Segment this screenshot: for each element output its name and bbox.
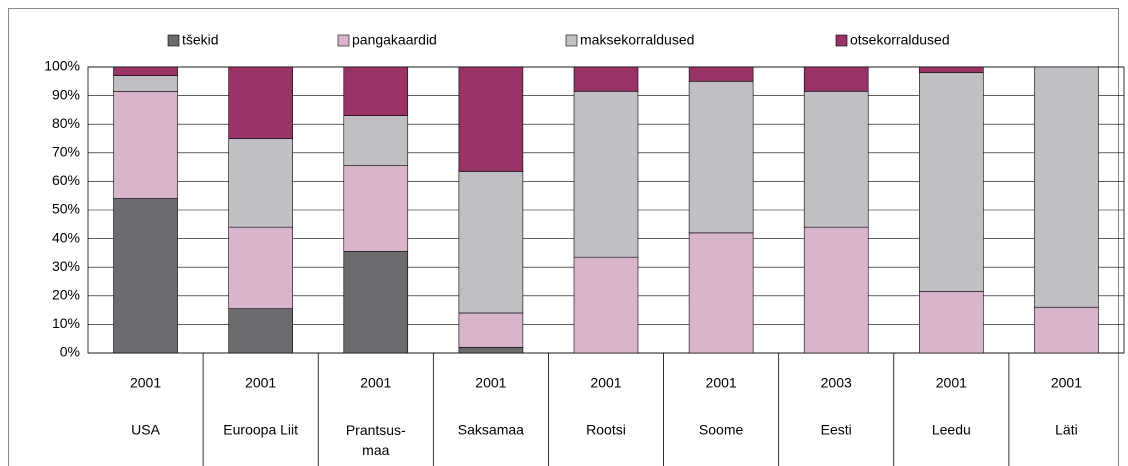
- y-tick-label: 30%: [52, 258, 80, 274]
- y-tick-label: 70%: [52, 144, 80, 160]
- y-tick-label: 10%: [52, 315, 80, 331]
- bar-segment: [113, 91, 178, 199]
- x-year-label: 2001: [130, 375, 161, 391]
- bar-segment: [919, 66, 984, 74]
- bar-segment: [113, 75, 178, 92]
- bar-segment: [343, 66, 409, 116]
- y-tick-label: 60%: [52, 172, 80, 188]
- bar-segment: [803, 226, 869, 354]
- legend-label: otsekorraldused: [850, 32, 950, 48]
- x-year-label: 2001: [245, 375, 276, 391]
- chart-frame: [8, 8, 1119, 466]
- bar-segment: [343, 251, 409, 354]
- bar-segment: [688, 81, 754, 234]
- legend-swatch: [167, 34, 180, 47]
- bar-segment: [113, 198, 178, 354]
- bar-segment: [688, 66, 754, 82]
- legend-swatch: [835, 34, 848, 47]
- legend-swatch: [337, 34, 350, 47]
- x-year-label: 2001: [475, 375, 506, 391]
- legend-label: maksekorraldused: [580, 32, 694, 48]
- x-tick-label: Läti: [1055, 422, 1078, 438]
- bar-segment: [228, 308, 293, 354]
- x-year-label: 2001: [1051, 375, 1082, 391]
- x-year-label: 2001: [936, 375, 967, 391]
- y-tick-label: 0%: [60, 344, 80, 360]
- y-tick-label: 20%: [52, 287, 80, 303]
- y-tick-label: 40%: [52, 229, 80, 245]
- x-year-label: 2001: [706, 375, 737, 391]
- x-tick-label: Soome: [699, 422, 744, 438]
- legend-swatch: [565, 34, 578, 47]
- bar-segment: [343, 165, 409, 252]
- bar-segment: [1034, 306, 1099, 354]
- x-tick-label: Saksamaa: [458, 422, 524, 438]
- x-tick-label: Rootsi: [586, 422, 626, 438]
- bar-segment: [803, 66, 869, 92]
- bar-segment: [919, 291, 984, 354]
- bar-segment: [458, 312, 524, 348]
- x-tick-label: USA: [131, 422, 160, 438]
- bar-segment: [458, 66, 524, 172]
- x-tick-label: Eesti: [821, 422, 852, 438]
- bar-segment: [228, 66, 293, 139]
- x-tick-label: Leedu: [932, 422, 971, 438]
- x-tick-label: Prantsus-maa: [346, 422, 406, 458]
- bar-segment: [573, 66, 639, 92]
- bar-segment: [919, 72, 984, 292]
- x-year-label: 2001: [360, 375, 391, 391]
- bar-segment: [573, 91, 639, 258]
- bar-segment: [113, 66, 178, 76]
- bar-segment: [458, 171, 524, 314]
- bar-segment: [458, 346, 524, 354]
- bar-segment: [688, 232, 754, 354]
- bar-segment: [343, 115, 409, 166]
- bar-segment: [228, 226, 293, 309]
- x-year-label: 2001: [590, 375, 621, 391]
- bar-segment: [1034, 66, 1099, 308]
- legend-label: tšekid: [182, 32, 219, 48]
- bar-segment: [573, 256, 639, 354]
- x-tick-label: Euroopa Liit: [223, 422, 298, 438]
- y-tick-label: 50%: [52, 201, 80, 217]
- y-tick-label: 100%: [44, 58, 80, 74]
- bar-segment: [803, 91, 869, 228]
- x-year-label: 2003: [821, 375, 852, 391]
- bar-segment: [228, 138, 293, 228]
- y-tick-label: 90%: [52, 86, 80, 102]
- y-tick-label: 80%: [52, 115, 80, 131]
- legend-label: pangakaardid: [352, 32, 437, 48]
